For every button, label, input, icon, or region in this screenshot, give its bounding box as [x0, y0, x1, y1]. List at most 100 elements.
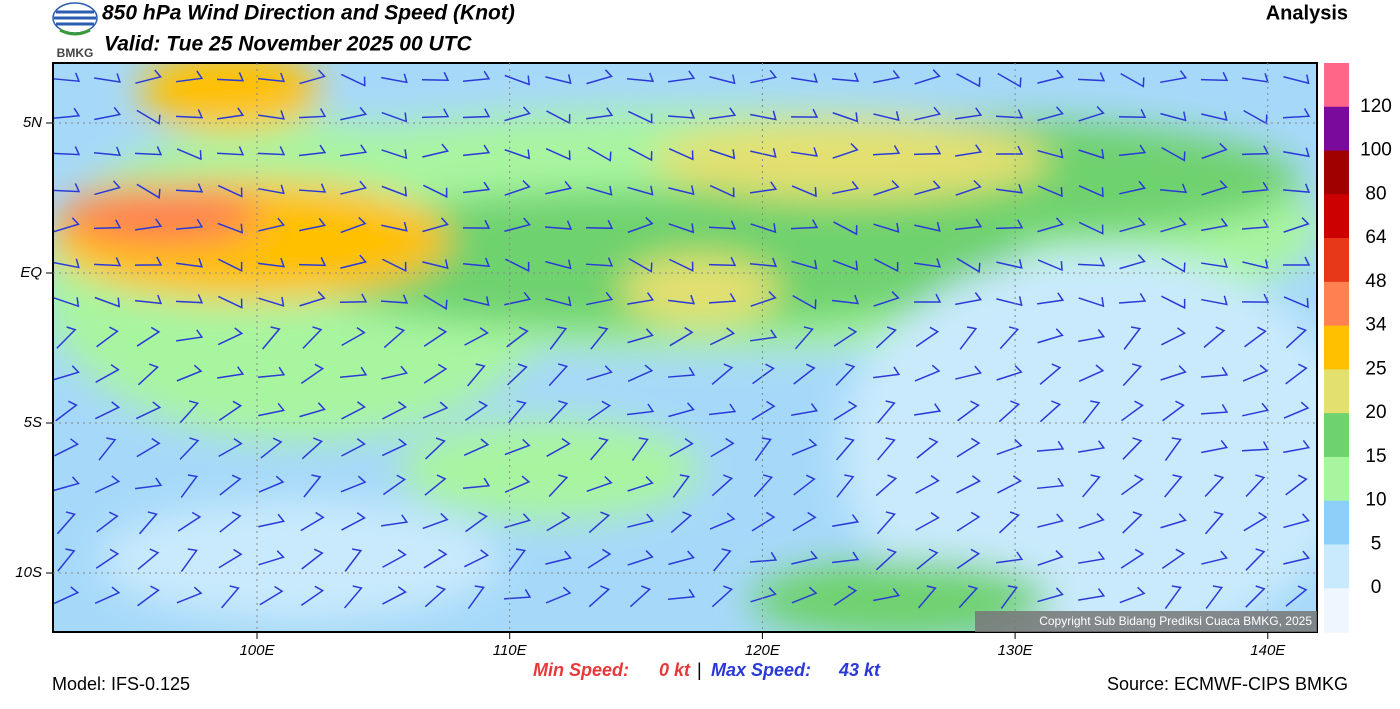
wind-barb [137, 585, 160, 607]
wind-barb [546, 438, 571, 457]
wind-barb [504, 475, 531, 493]
wind-barb [1242, 402, 1270, 417]
wind-barb [55, 400, 78, 422]
wind-barb [1036, 477, 1065, 490]
wind-barb [1283, 147, 1310, 158]
colorbar-band [1324, 544, 1349, 589]
wind-barb [1078, 513, 1105, 529]
wind-barb [382, 586, 407, 605]
wind-barb [1000, 585, 1019, 609]
wind-barb [424, 585, 447, 608]
wind-barb [750, 290, 777, 307]
wind-barb [627, 292, 655, 305]
wind-barb [382, 474, 407, 496]
wind-barb [344, 548, 363, 572]
wind-barb [179, 437, 200, 460]
wind-barb [1285, 585, 1308, 607]
wind-barb [1201, 142, 1228, 160]
wind-barb [546, 511, 571, 532]
wind-barb [587, 548, 612, 569]
wind-barb [545, 586, 572, 604]
wind-barb [790, 108, 819, 118]
wind-barb [93, 257, 122, 267]
min-speed-label: Min Speed: [533, 660, 629, 680]
wind-barb [1037, 106, 1064, 122]
wind-barb [53, 476, 80, 492]
wind-barb [96, 326, 119, 348]
colorbar-label: 5 [1371, 533, 1382, 554]
wind-barb [1245, 474, 1266, 497]
wind-barb [135, 69, 162, 84]
wind-barb [508, 400, 527, 424]
wind-barb [877, 437, 896, 461]
wind-barb [1282, 183, 1311, 194]
wind-barb [548, 400, 569, 424]
wind-barb [588, 511, 611, 534]
wind-barb [176, 148, 202, 161]
wind-barb [875, 474, 898, 497]
wind-barb [750, 223, 777, 234]
wind-barb [590, 326, 609, 350]
wind-barb [833, 326, 858, 347]
wind-barb [548, 474, 569, 498]
wind-barb [709, 327, 736, 346]
wind-barb [832, 142, 859, 159]
lat-label: 5N [23, 114, 42, 131]
wind-barb [627, 403, 655, 416]
wind-barb [955, 144, 983, 157]
wind-barb [504, 513, 531, 529]
wind-barb [340, 73, 366, 87]
wind-barb [791, 586, 818, 604]
wind-barb [1037, 185, 1063, 198]
wind-barb [462, 144, 491, 157]
wind-barb [831, 72, 860, 83]
wind-barb [627, 216, 654, 234]
wind-barb [1283, 74, 1310, 85]
wind-barb [382, 401, 407, 420]
wind-barb [586, 107, 614, 120]
wind-barb [340, 254, 367, 269]
wind-barb [56, 326, 77, 349]
wind-barb [876, 511, 896, 535]
colorbar-band [1324, 238, 1349, 283]
wind-barb [135, 218, 163, 231]
wind-barb [1283, 296, 1309, 309]
wind-barb [548, 363, 569, 387]
wind-barb [873, 291, 900, 307]
wind-barb [996, 184, 1023, 194]
wind-barb [381, 185, 408, 197]
wind-barb [340, 216, 367, 234]
wind-barb [462, 108, 491, 119]
wind-barb [750, 181, 778, 194]
wind-barb [216, 146, 245, 156]
wind-barb [956, 475, 982, 494]
wind-barb [216, 72, 245, 82]
wind-barb [176, 364, 203, 382]
wind-barb [1201, 258, 1228, 268]
wind-barb [997, 72, 1022, 88]
wind-barb [832, 514, 860, 527]
wind-barb [176, 329, 204, 342]
wind-barb [134, 256, 163, 266]
wind-barb [586, 365, 613, 381]
wind-barb [176, 258, 203, 268]
wind-barb [299, 402, 326, 418]
wind-barb [340, 106, 368, 121]
wind-barb [176, 586, 203, 604]
colorbar-label: 64 [1365, 227, 1387, 248]
wind-barb [465, 511, 488, 533]
colorbar-label: 48 [1365, 271, 1386, 292]
wind-barb [1203, 326, 1226, 348]
wind-barb [1077, 72, 1106, 82]
wind-barb [914, 69, 941, 85]
wind-barb [1037, 69, 1064, 84]
wind-barb [708, 293, 737, 304]
wind-barb [996, 438, 1023, 456]
wind-barb [955, 107, 983, 120]
wind-barb [421, 71, 450, 82]
wind-barb [1243, 511, 1268, 532]
wind-barb [462, 477, 491, 489]
colorbar-band [1324, 456, 1349, 502]
copyright-box [975, 611, 1317, 632]
wind-barb [914, 258, 941, 268]
